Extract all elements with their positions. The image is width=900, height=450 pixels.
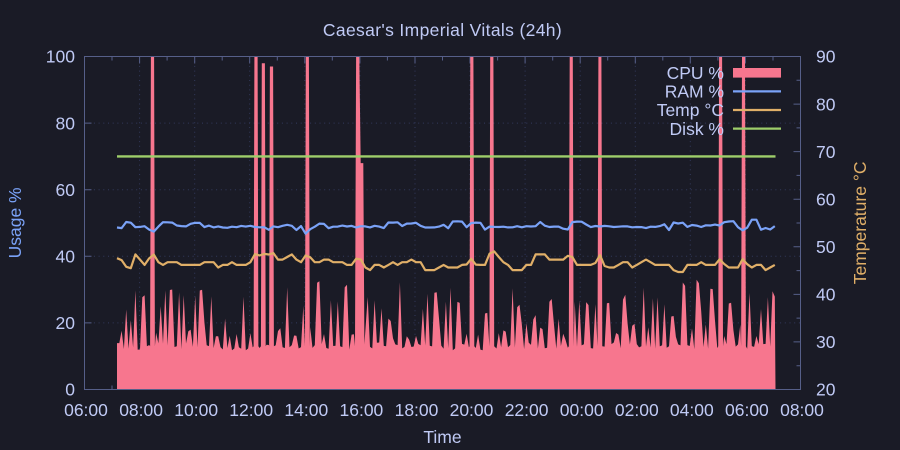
svg-text:0: 0 [65, 380, 75, 400]
svg-text:20:00: 20:00 [450, 400, 494, 420]
svg-text:50: 50 [816, 237, 836, 257]
svg-text:80: 80 [56, 113, 76, 133]
svg-text:02:00: 02:00 [615, 400, 659, 420]
svg-text:20: 20 [816, 380, 836, 400]
svg-text:Temperature °C: Temperature °C [850, 162, 870, 285]
svg-text:14:00: 14:00 [284, 400, 328, 420]
svg-text:90: 90 [816, 47, 836, 67]
svg-text:Time: Time [423, 427, 461, 447]
svg-text:12:00: 12:00 [229, 400, 273, 420]
svg-text:70: 70 [816, 142, 836, 162]
svg-text:60: 60 [56, 180, 76, 200]
svg-text:22:00: 22:00 [505, 400, 549, 420]
svg-text:06:00: 06:00 [64, 400, 108, 420]
svg-text:00:00: 00:00 [560, 400, 604, 420]
svg-text:30: 30 [816, 332, 836, 352]
svg-text:06:00: 06:00 [725, 400, 769, 420]
svg-text:20: 20 [56, 313, 76, 333]
svg-text:Temp °C: Temp °C [657, 100, 724, 120]
svg-text:08:00: 08:00 [119, 400, 163, 420]
svg-text:60: 60 [816, 189, 836, 209]
svg-text:08:00: 08:00 [780, 400, 824, 420]
svg-text:18:00: 18:00 [395, 400, 439, 420]
svg-text:CPU %: CPU % [667, 63, 724, 83]
svg-text:Usage %: Usage % [5, 187, 25, 258]
svg-text:80: 80 [816, 94, 836, 114]
svg-text:RAM %: RAM % [665, 82, 724, 102]
svg-text:40: 40 [816, 285, 836, 305]
svg-text:Caesar's Imperial Vitals (24h): Caesar's Imperial Vitals (24h) [323, 20, 562, 40]
svg-text:Disk %: Disk % [670, 119, 724, 139]
svg-text:10:00: 10:00 [174, 400, 218, 420]
svg-text:40: 40 [56, 247, 76, 267]
svg-text:16:00: 16:00 [340, 400, 384, 420]
svg-text:04:00: 04:00 [670, 400, 714, 420]
svg-text:100: 100 [46, 47, 75, 67]
